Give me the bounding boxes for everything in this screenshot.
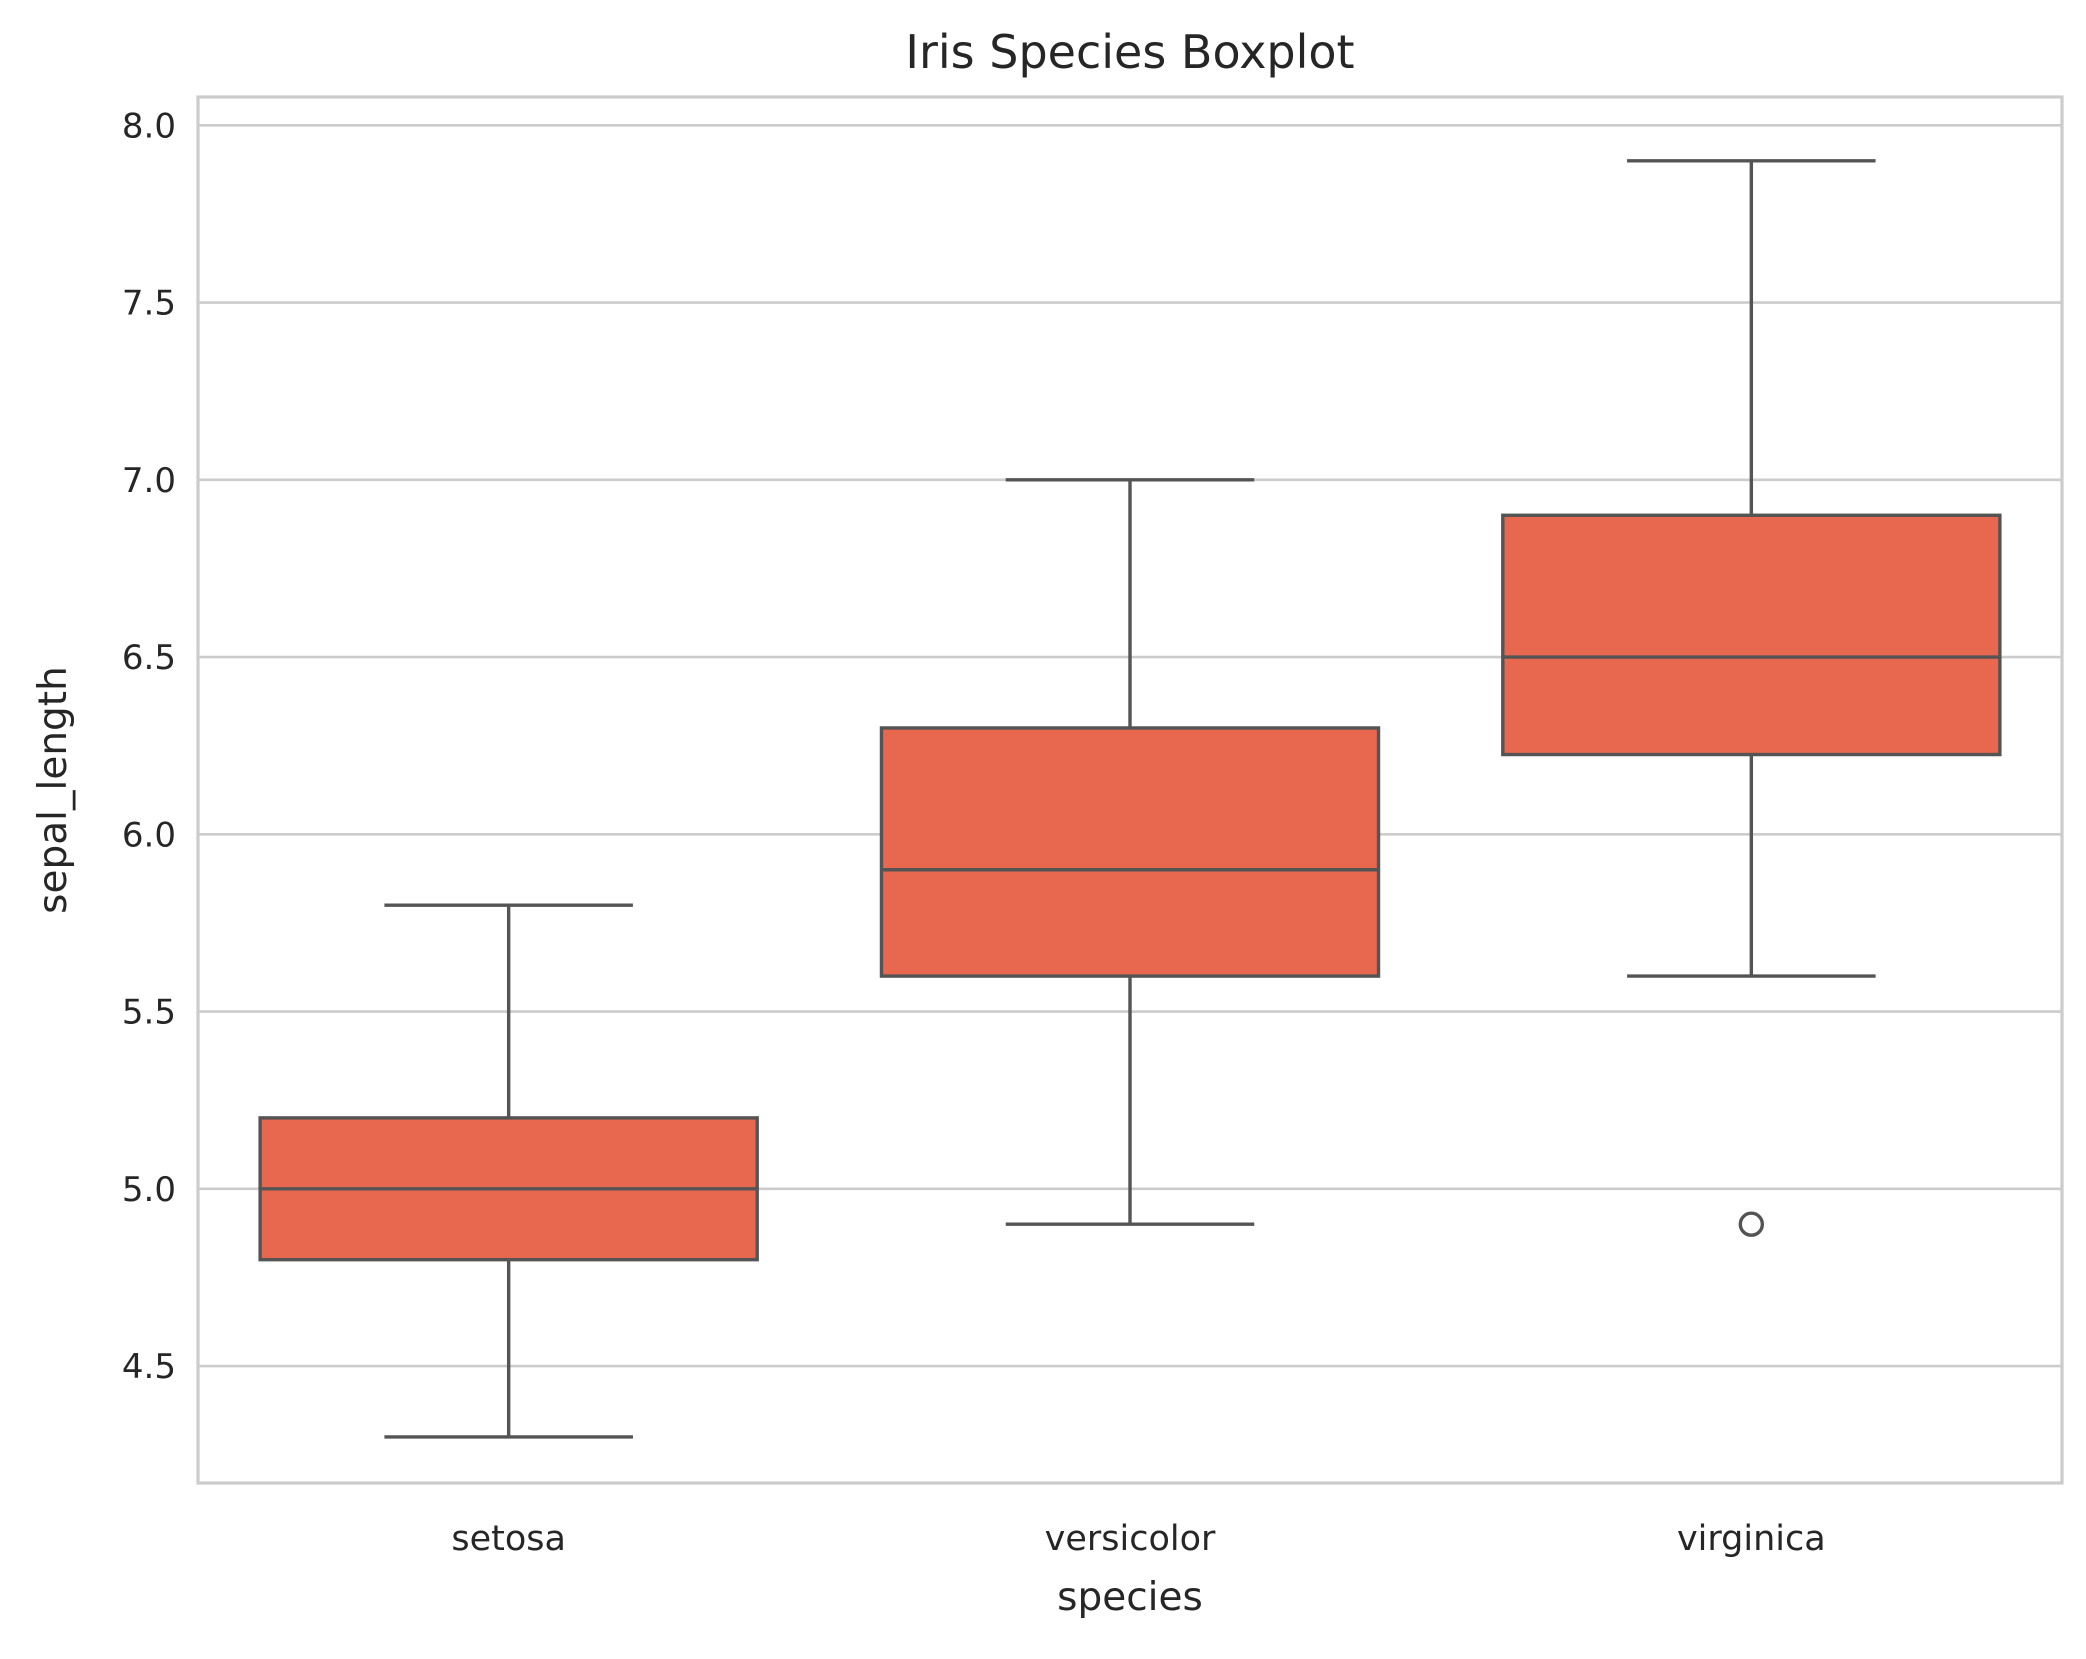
x-tick-label: setosa [451,1519,566,1559]
y-tick-label: 7.0 [122,461,176,501]
x-tick-label: virginica [1677,1519,1826,1559]
y-tick-label: 7.5 [122,284,176,324]
box-setosa [258,903,759,1439]
y-tick-label: 6.0 [122,815,176,855]
y-tick-labels: 4.5 5.0 5.5 6.0 6.5 7.0 7.5 8.0 [122,106,176,1387]
x-axis-label: species [1057,1575,1203,1620]
box-versicolor [879,478,1381,1226]
outlier-point [1738,1211,1765,1237]
y-axis-label: sepal_length [31,666,76,914]
y-tick-label: 8.0 [122,106,176,146]
chart-title: Iris Species Boxplot [905,25,1354,79]
box-virginica [1501,159,2002,1237]
y-tick-label: 5.5 [122,993,176,1033]
plot-frame [196,95,2064,1485]
x-tick-label: versicolor [1045,1519,1216,1559]
boxes [258,159,2002,1439]
y-tick-label: 4.5 [122,1347,176,1387]
box-iqr [879,726,1381,978]
y-tick-label: 6.5 [122,638,176,678]
x-tick-labels: setosa versicolor virginica [451,1519,1825,1559]
y-tick-label: 5.0 [122,1170,176,1210]
box-iqr [1501,513,2002,757]
